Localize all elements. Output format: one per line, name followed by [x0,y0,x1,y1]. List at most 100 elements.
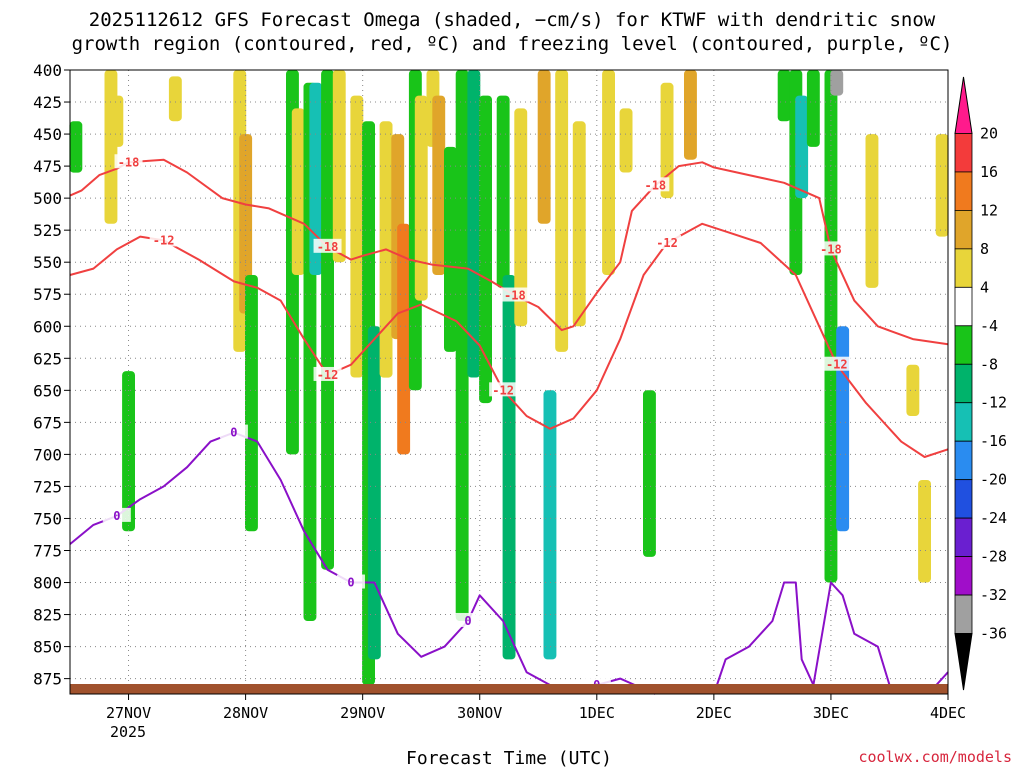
y-tick-label: 675 [33,413,62,432]
x-tick-label: 4DEC [930,704,966,722]
omega-cell [291,108,305,276]
credit-link[interactable]: coolwx.com/models [858,748,1012,766]
omega-cell [602,70,615,275]
isotherm-label: -12 [826,358,848,372]
colorbar-segment [954,363,973,404]
y-tick-label: 475 [33,157,62,176]
y-tick-label: 425 [33,93,62,112]
isotherm-label: -18 [644,178,666,192]
omega-cell [367,326,381,660]
omega-cell [502,275,516,660]
isotherm-label: -12 [153,233,175,247]
y-tick-label: 550 [33,253,62,272]
colorbar-segment [954,209,973,250]
x-axis-title: Forecast Time (UTC) [406,748,612,768]
omega-cell [906,364,920,416]
omega-cell [537,70,551,224]
isotherm-label: -12 [656,236,678,250]
colorbar-segment [954,133,973,173]
omega-cell [777,70,791,122]
colorbar-segment [954,479,973,519]
y-tick-label: 450 [33,125,62,144]
isotherm-label-bg [219,424,248,439]
isotherm-label: -18 [504,289,526,303]
x-tick-label: 27NOV [106,704,151,722]
y-tick-label: 650 [33,381,62,400]
omega-cell [684,70,697,160]
omega-cell [432,95,446,275]
omega-cell [660,82,674,199]
omega-cell [414,95,428,301]
omega-cell [795,95,809,199]
colorbar-label: 20 [980,124,998,142]
x-tick-label: 1DEC [579,704,615,722]
isotherm-contours: -18-18-18-18-18-12-12-12-12-1200000 [69,154,949,695]
y-tick-label: 700 [33,445,62,464]
colorbar-label: -12 [980,394,1007,412]
colorbar-segment [954,517,973,558]
x-tick-label: 29NOV [340,704,385,722]
y-tick-label: 850 [33,638,62,657]
colorbar-label: 4 [980,278,989,296]
omega-cell [496,95,510,288]
y-tick-label: 775 [33,541,62,560]
isotherm-label: 0 [230,426,237,440]
isotherm-label-bg [641,177,670,192]
chart-title-line-2: growth region (contoured, red, ºC) and f… [72,33,953,55]
y-tick-label: 575 [33,285,62,304]
colorbar-label: -28 [980,548,1007,566]
colorbar-label: -24 [980,509,1007,527]
omega-cell [444,146,457,352]
colorbar-segment [954,402,973,442]
omega-cell [865,134,879,288]
omega-cell [309,82,323,275]
omega-cell [332,70,346,263]
y-tick-label: 625 [33,349,62,368]
x-tick-label: 30NOV [457,704,502,722]
omega-cell [479,95,492,404]
y-tick-label: 500 [33,189,62,208]
x-tick-label: 3DEC [813,704,849,722]
colorbar-label: 16 [980,163,998,181]
colorbar-segment [954,286,973,327]
x-axis-year-label: 2025 [110,723,146,741]
y-tick-label: 750 [33,509,62,528]
isotherm-label-bg [454,612,483,627]
isotherm-label-bg [816,241,845,256]
y-axis-ticks: 400 425 450 475 500 525 550 575 600 625 650 675 700 7… [33,61,70,689]
isotherm-label-bg [149,232,178,247]
omega-cell [455,70,469,621]
isotherm-label: 0 [464,614,471,628]
colorbar-label: -8 [980,355,998,373]
colorbar-label: -4 [980,317,998,335]
isotherm-label-bg [500,287,529,302]
plot-frame [69,69,949,695]
terrain-surface [70,684,948,694]
isotherm-label: -12 [317,368,339,382]
colorbar-segment [954,248,973,288]
omega-cell [572,121,586,327]
colorbar-segment [954,594,973,634]
isotherm-label: -18 [820,242,842,256]
isotherm-label-bg [114,154,143,169]
omega-cell [643,390,656,557]
x-tick-label: 2DEC [696,704,732,722]
omega-cell [806,70,820,147]
omega-cell [168,76,182,122]
omega-cell [467,70,481,378]
omega-cell [397,223,411,455]
colorbar: 20 16 12 8 4 -4 -8 -12 -16 -20 -24 -28 -32 -36 [954,76,1007,691]
colorbar-segment [954,171,973,211]
omega-cell [543,390,557,660]
y-tick-label: 525 [33,221,62,240]
y-tick-label: 725 [33,477,62,496]
y-tick-label: 875 [33,670,62,689]
colorbar-label: 8 [980,240,989,258]
omega-cell [110,95,124,147]
isotherm-label-bg [822,356,851,371]
colorbar-label: -16 [980,432,1007,450]
omega-cell [830,70,844,96]
x-tick-label: 28NOV [223,704,268,722]
plot-area: -18-18-18-18-18-12-12-12-12-1200000 [69,69,949,695]
omega-cell [935,134,949,237]
